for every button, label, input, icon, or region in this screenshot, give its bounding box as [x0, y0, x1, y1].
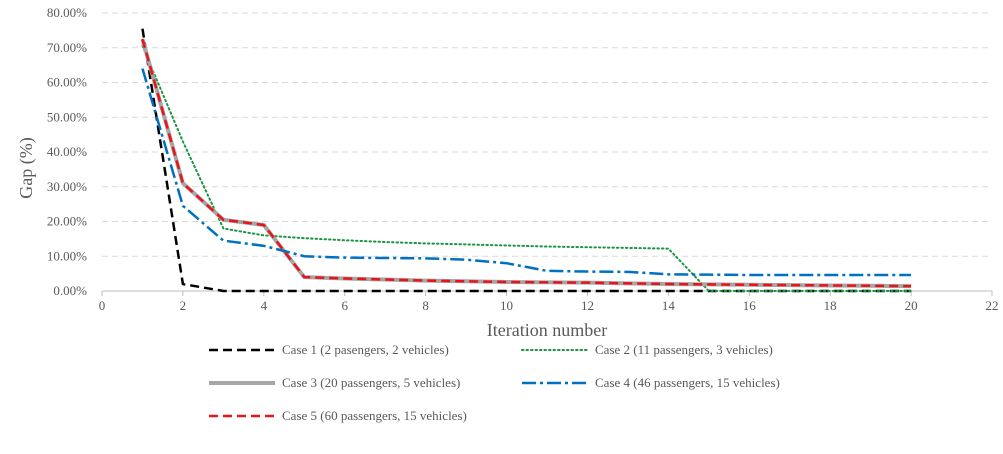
legend-item-case-3: Case 3 (20 passengers, 5 vehicles): [209, 375, 460, 390]
y-tick-label: 40.00%: [47, 144, 87, 159]
y-tick-label: 10.00%: [47, 248, 87, 263]
x-tick-label: 22: [986, 298, 999, 313]
series-line-case-3: [140, 38, 912, 289]
legend-label: Case 3 (20 passengers, 5 vehicles): [282, 375, 460, 390]
gridlines: [102, 12, 992, 257]
legend-label: Case 1 (2 pasengers, 2 vehicles): [282, 342, 449, 357]
x-tick-label: 6: [341, 298, 348, 313]
legend-item-case-2: Case 2 (11 passengers, 3 vehicles): [521, 342, 773, 357]
legend: Case 1 (2 pasengers, 2 vehicles) Case 2 (…: [209, 342, 780, 423]
x-tick-label: 12: [581, 298, 594, 313]
x-tick-label: 8: [422, 298, 429, 313]
legend-item-case-1: Case 1 (2 pasengers, 2 vehicles): [209, 342, 449, 357]
legend-label: Case 2 (11 passengers, 3 vehicles): [595, 342, 773, 357]
y-axis-title: Gap (%): [16, 137, 37, 198]
x-tick-label: 2: [180, 298, 187, 313]
x-tick-label: 0: [99, 298, 106, 313]
x-axis-title: Iteration number: [487, 320, 607, 340]
y-tick-label: 0.00%: [53, 283, 87, 298]
series-lines: [140, 28, 913, 293]
series-line-case-5: [141, 38, 912, 288]
legend-item-case-4: Case 4 (46 passengers, 15 vehicles): [522, 375, 780, 390]
x-tick-label: 18: [824, 298, 837, 313]
x-tick-label: 14: [662, 298, 676, 313]
x-tick-label: 16: [743, 298, 757, 313]
y-tick-label: 30.00%: [47, 179, 87, 194]
x-tick-label: 4: [261, 298, 268, 313]
y-tick-label: 70.00%: [47, 40, 87, 55]
series-line-case-1: [141, 28, 912, 293]
y-tick-label: 20.00%: [47, 214, 87, 229]
series-line-case-4: [141, 68, 912, 277]
y-tick-label: 60.00%: [47, 75, 87, 90]
legend-label: Case 4 (46 passengers, 15 vehicles): [595, 375, 780, 390]
tick-labels: 0.00% 10.00% 20.00% 30.00% 40.00% 50.00% 60.00…: [47, 5, 999, 313]
legend-label: Case 5 (60 passengers, 15 vehicles): [282, 408, 467, 423]
x-tick-label: 20: [905, 298, 918, 313]
y-tick-label: 50.00%: [47, 109, 87, 124]
y-tick-label: 80.00%: [47, 5, 87, 20]
legend-item-case-5: Case 5 (60 passengers, 15 vehicles): [209, 408, 467, 423]
x-tick-label: 10: [500, 298, 513, 313]
